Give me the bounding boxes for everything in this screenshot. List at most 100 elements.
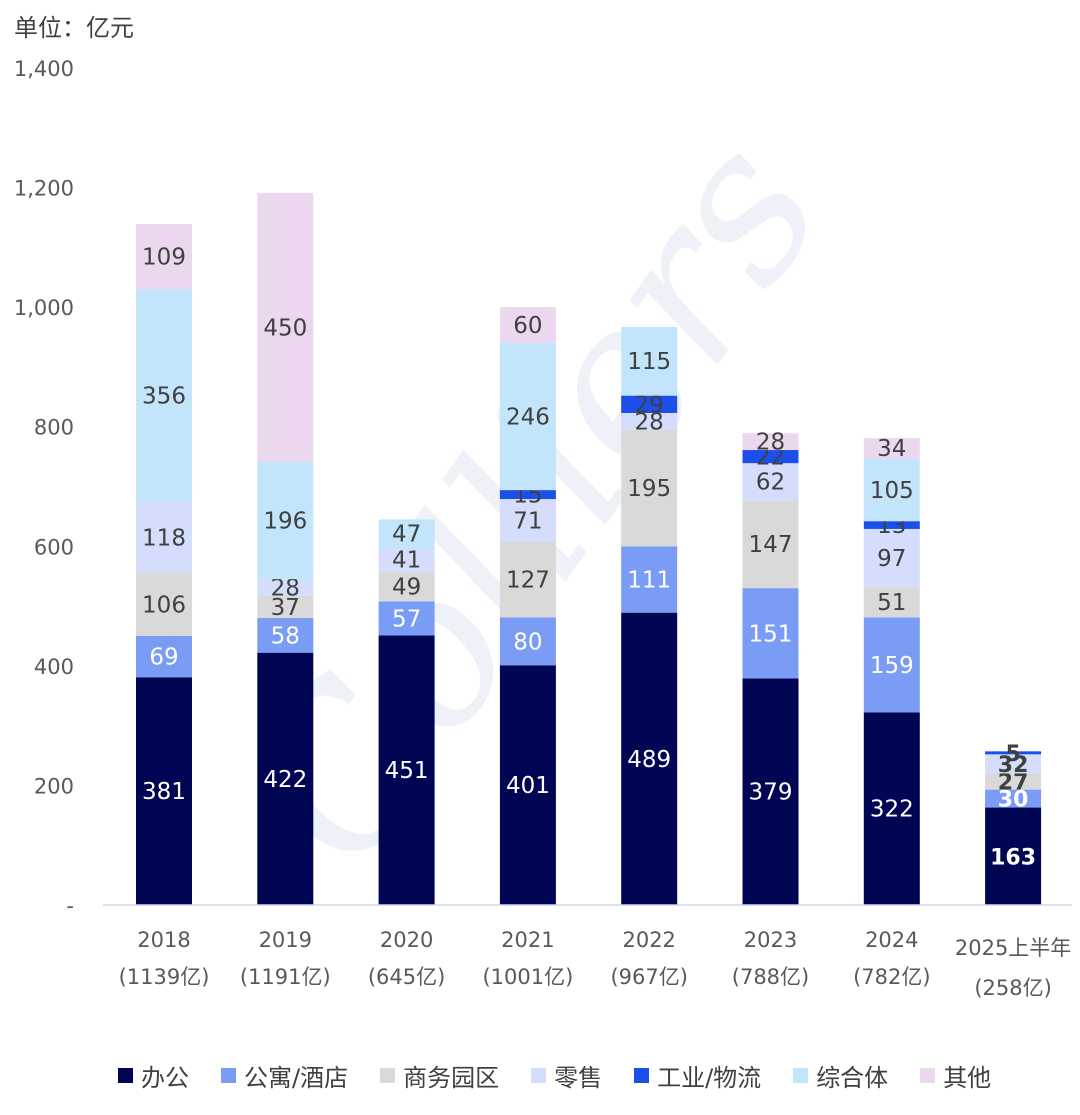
data-label: 106 [142,592,186,618]
x-tick-label: 2021 [501,928,554,952]
data-label: 58 [271,623,300,649]
x-tick-total: (1139亿) [119,965,210,989]
data-label: 5 [1005,742,1020,767]
data-label: 27 [998,771,1029,796]
data-label: 51 [877,590,906,616]
bar-segment [863,617,920,713]
data-label: 80 [513,629,542,655]
bar-segment [742,588,799,679]
bar-segment [621,395,678,413]
x-tick-label: 2022 [622,928,675,952]
bar-segment [621,412,678,430]
bar-segment [257,595,314,619]
x-tick-total: (1191亿) [240,965,331,989]
data-label: 28 [271,576,300,602]
data-label: 37 [271,595,300,621]
data-label: 28 [756,430,785,456]
legend-swatch [531,1068,547,1083]
data-label: 159 [870,653,914,679]
bar-segment [742,433,799,451]
data-label: 489 [627,747,671,773]
bar-segment [499,490,556,500]
data-label: 118 [142,525,186,551]
data-label: 322 [870,797,914,823]
data-label: 69 [149,645,178,671]
y-tick-label: 400 [34,655,74,679]
bar-segment [499,541,556,618]
legend-swatch [221,1068,236,1083]
y-tick-label: 800 [34,416,74,440]
bar-segment [863,586,920,618]
legend-swatch [118,1068,133,1083]
bar-segment [257,192,314,462]
legend-label: 零售 [554,1064,603,1092]
bar-segment [742,450,799,464]
x-tick-label: 2023 [744,928,797,952]
data-label: 422 [263,767,307,793]
bar-segment [136,224,192,290]
bar-segment [621,429,678,547]
x-tick-label: 2018 [137,928,190,952]
bar-segment [985,807,1042,905]
x-tick-total: (782亿) [853,965,930,989]
legend-item: 工业/物流 [634,1058,761,1093]
data-label: 381 [142,779,186,805]
y-tick-label: - [66,894,74,918]
legend-swatch [793,1068,809,1083]
bar-segment [742,463,799,501]
bar-segment [621,546,678,613]
bar-segment [136,502,192,573]
data-label: 401 [506,773,550,799]
data-label: 196 [263,509,307,535]
bar-segment [378,601,435,636]
legend-label: 商务园区 [403,1064,500,1092]
x-tick-label: 2024 [865,928,918,952]
x-tick-total: (967亿) [610,965,687,989]
bar-segment [378,635,435,905]
legend-label: 办公 [141,1064,189,1092]
bar-segment [863,528,920,587]
legend-item: 公寓/酒店 [221,1058,348,1093]
bar-segment [499,499,556,542]
legend-item: 办公 [118,1058,189,1093]
x-tick-total: (645亿) [368,965,445,989]
data-label: 29 [635,392,664,418]
bar-segment [742,678,799,905]
legend-label: 工业/物流 [657,1064,762,1092]
bar-segment [985,751,1042,755]
bar-segment [136,572,192,636]
bar-segment [378,571,435,602]
data-label: 28 [635,409,664,435]
data-label: 379 [749,780,793,806]
x-tick-total: (788亿) [732,965,809,989]
bar-segment [378,519,435,548]
bar-segment [499,665,556,905]
data-label: 105 [870,478,914,504]
bar-segment [136,677,192,905]
bar-segment [742,500,799,589]
data-label: 47 [392,521,421,547]
data-label: 111 [627,567,671,593]
data-label: 62 [756,470,785,496]
data-label: 97 [877,546,906,572]
bar-segment [499,617,556,666]
data-label: 451 [385,758,429,784]
data-label: 49 [392,575,421,601]
bar-segment [257,461,314,580]
data-label: 195 [627,476,671,502]
y-tick-label: 1,000 [14,296,74,320]
data-label: 356 [142,384,186,410]
bar-segment [985,773,1042,790]
bar-segment [136,289,192,503]
bar-segment [621,612,678,905]
legend-label: 公寓/酒店 [244,1064,349,1092]
y-tick-label: 1,200 [14,177,74,201]
unit-title: 单位：亿元 [14,14,134,42]
data-label: 147 [749,532,793,558]
legend: 办公 公寓/酒店 商务园区 零售 工业/物流 综合体 其他 [118,1058,1023,1093]
bar-segment [136,635,192,678]
y-tick-label: 600 [34,535,74,559]
data-label: 115 [627,349,671,375]
data-label: 163 [990,845,1036,870]
